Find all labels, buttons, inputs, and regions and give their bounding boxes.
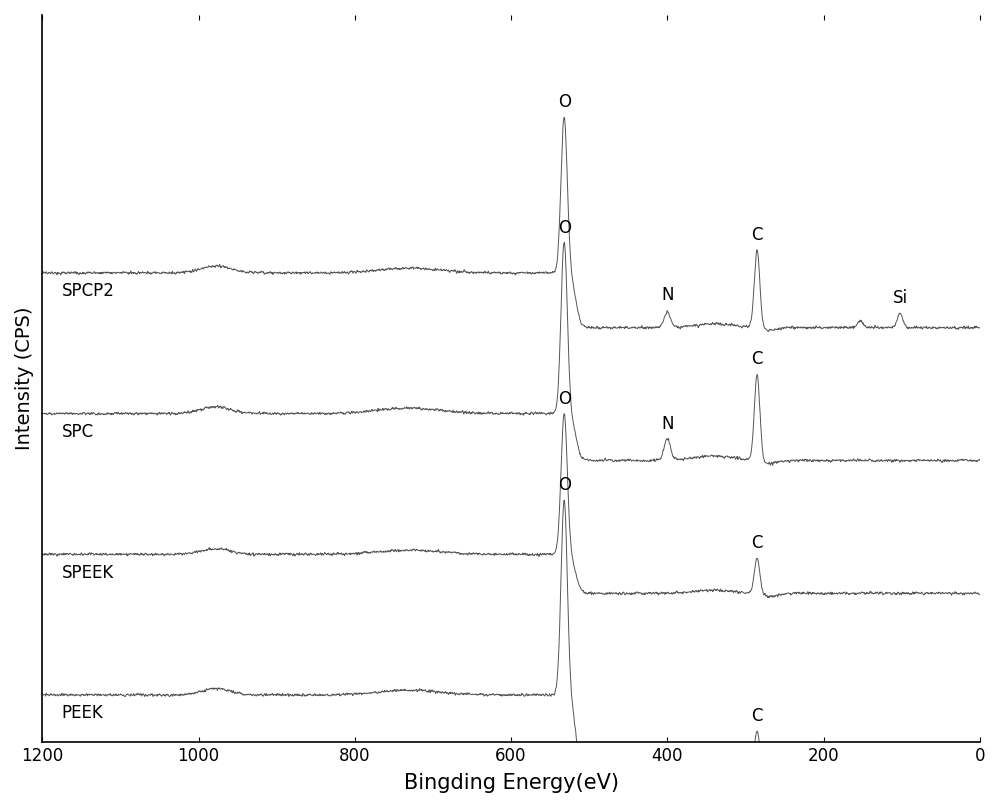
Text: SPC: SPC (62, 423, 94, 441)
Text: C: C (751, 707, 763, 726)
Text: O: O (558, 476, 571, 494)
Text: O: O (558, 389, 571, 407)
Text: SPEEK: SPEEK (62, 564, 114, 582)
Text: Si: Si (893, 289, 908, 307)
Text: C: C (751, 534, 763, 552)
Text: O: O (558, 93, 571, 112)
Text: N: N (661, 286, 674, 305)
Text: PEEK: PEEK (62, 705, 104, 722)
Text: SPCP2: SPCP2 (62, 282, 115, 301)
Text: C: C (751, 351, 763, 368)
Text: O: O (558, 218, 571, 237)
Text: C: C (751, 225, 763, 244)
Y-axis label: Intensity (CPS): Intensity (CPS) (15, 307, 34, 450)
Text: N: N (661, 415, 674, 433)
X-axis label: Bingding Energy(eV): Bingding Energy(eV) (404, 773, 619, 793)
